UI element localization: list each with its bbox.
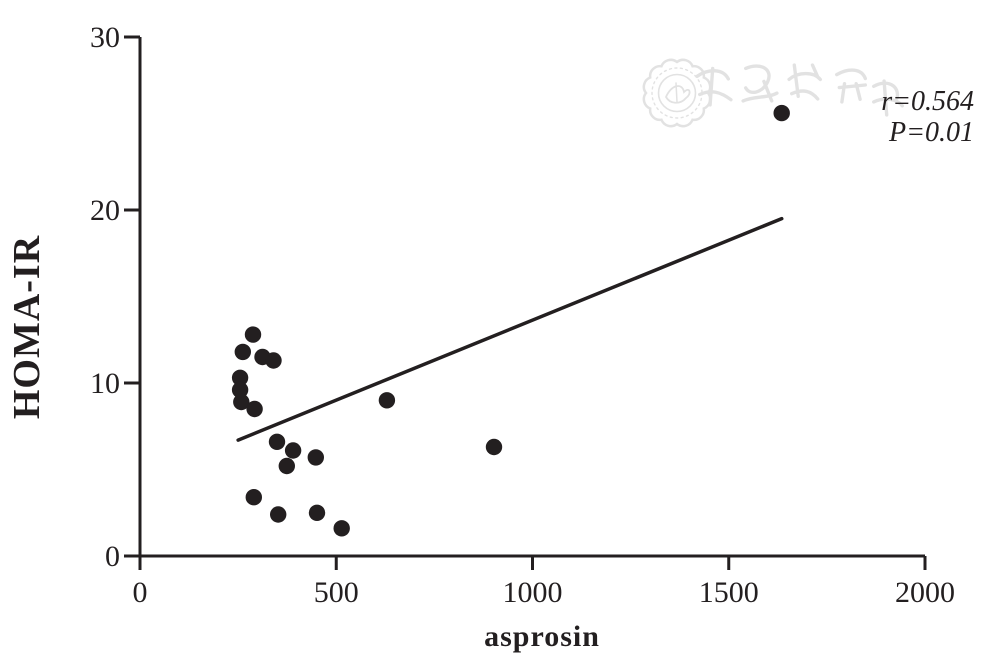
x-tick-label: 2000: [895, 576, 955, 609]
watermark-character: [741, 64, 779, 103]
data-point: [245, 489, 262, 506]
data-point: [378, 392, 396, 409]
x-tick-label: 1000: [503, 576, 563, 609]
y-tick-label: 0: [105, 540, 120, 573]
data-point: [265, 352, 282, 369]
y-tick-label: 30: [90, 21, 120, 54]
data-point: [268, 433, 286, 450]
data-point: [270, 506, 287, 523]
x-axis-title: asprosin: [484, 620, 600, 653]
watermark-character: [695, 66, 733, 107]
tick-labels: 0 10 20 30 0 500 1000 1500 2000: [90, 21, 955, 609]
data-point: [284, 442, 302, 459]
watermark-seal-icon: [642, 58, 712, 128]
data-point: [308, 504, 326, 521]
x-tick-label: 500: [314, 576, 359, 609]
watermark-character: [835, 68, 867, 104]
data-point: [333, 520, 350, 537]
y-axis-title: HOMA-IR: [6, 234, 48, 420]
x-tick-label: 0: [133, 576, 148, 609]
regression-trendline: [236, 216, 784, 442]
data-point: [234, 343, 251, 361]
data-point: [244, 326, 262, 343]
data-point: [246, 400, 263, 418]
axes: [124, 35, 927, 570]
r-value-text: r=0.564: [881, 86, 974, 117]
data-point: [233, 393, 250, 411]
correlation-annotation: r=0.564 P=0.01: [881, 86, 974, 148]
y-tick-label: 10: [90, 367, 120, 400]
y-tick-label: 20: [90, 194, 120, 227]
data-point: [231, 369, 249, 386]
x-tick-label: 1500: [699, 576, 759, 609]
p-value-text: P=0.01: [889, 117, 974, 148]
watermark-character: [787, 63, 822, 101]
data-point: [231, 381, 249, 399]
data-point: [773, 104, 790, 122]
data-point: [307, 449, 324, 466]
watermark: [642, 58, 904, 128]
watermark-character: [872, 79, 904, 117]
scatter-points: [231, 104, 790, 537]
data-point: [278, 457, 295, 475]
data-point: [485, 438, 503, 456]
